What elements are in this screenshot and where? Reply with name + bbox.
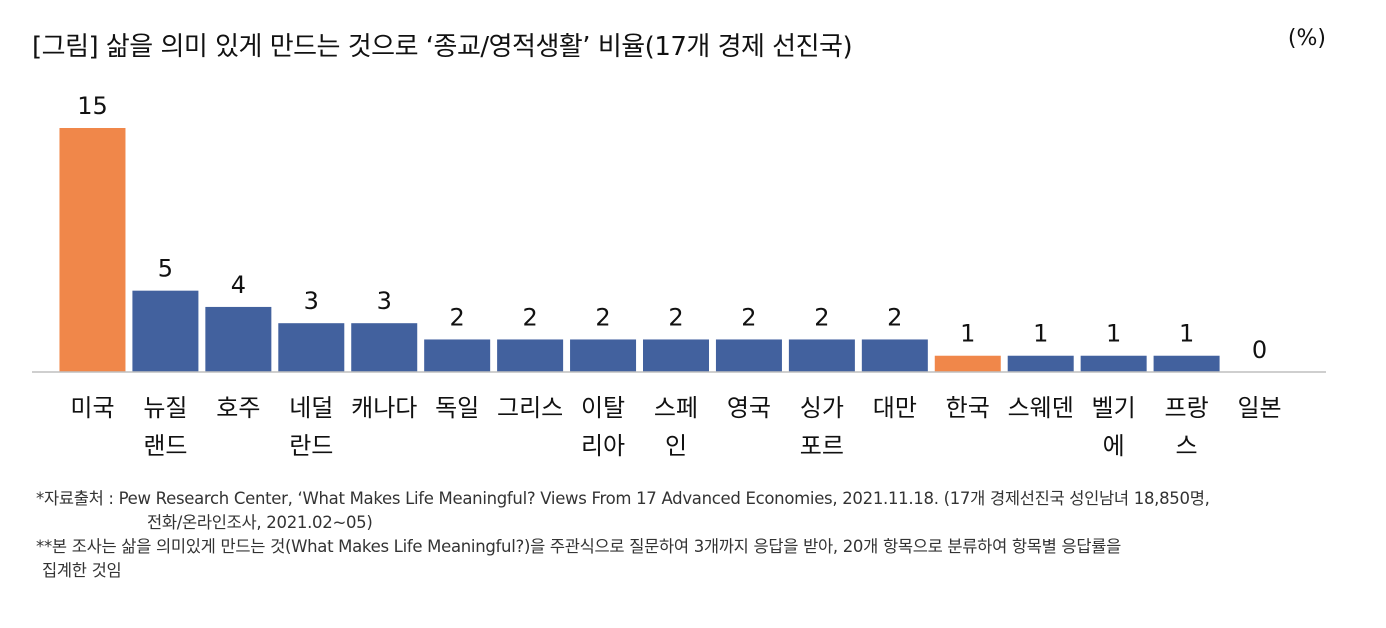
bar — [424, 339, 491, 372]
data-label: 2 — [887, 303, 902, 331]
footnotes: *자료출처 : Pew Research Center, ‘What Makes… — [36, 487, 1366, 583]
category-label: 스웨덴 — [1008, 394, 1074, 422]
category-label: 인 — [665, 432, 687, 460]
bar — [1153, 355, 1220, 372]
bar — [497, 339, 564, 372]
data-label: 2 — [741, 303, 756, 331]
survey-note: **본 조사는 삶을 의미있게 만드는 것(What Makes Life Me… — [36, 535, 1366, 583]
data-label: 1 — [1179, 320, 1194, 348]
data-label: 3 — [304, 287, 319, 315]
bar — [643, 339, 709, 372]
data-label: 1 — [1106, 320, 1121, 348]
bar — [715, 339, 782, 372]
category-label: 한국 — [946, 394, 990, 422]
data-label: 2 — [595, 303, 610, 331]
category-label: 리아 — [581, 432, 625, 460]
category-label: 스페 — [654, 394, 698, 422]
bar — [934, 355, 1001, 372]
bar — [1007, 355, 1074, 372]
data-label: 4 — [231, 271, 246, 299]
category-label: 캐나다 — [351, 394, 417, 422]
category-label: 프랑 — [1165, 394, 1209, 422]
category-label: 호주 — [216, 394, 260, 422]
bar — [351, 323, 418, 372]
data-label: 2 — [814, 303, 829, 331]
bar — [132, 290, 199, 372]
data-label: 2 — [522, 303, 537, 331]
category-label: 독일 — [435, 394, 479, 422]
category-label: 싱가 — [800, 394, 844, 422]
data-label: 2 — [668, 303, 683, 331]
category-label: 포르 — [800, 432, 844, 460]
category-label: 미국 — [70, 394, 114, 422]
category-label: 대만 — [873, 394, 917, 422]
category-label: 스 — [1176, 432, 1198, 460]
bar — [278, 323, 345, 372]
bar — [205, 306, 272, 372]
category-label: 네덜 — [289, 394, 333, 422]
survey-note-line1: **본 조사는 삶을 의미있게 만드는 것(What Makes Life Me… — [36, 537, 1121, 556]
bar — [861, 339, 928, 372]
source-note-line1: *자료출처 : Pew Research Center, ‘What Makes… — [36, 489, 1210, 508]
data-label: 2 — [450, 303, 465, 331]
category-label: 그리스 — [497, 394, 563, 422]
category-label: 영국 — [727, 394, 771, 422]
data-label: 3 — [377, 287, 392, 315]
category-label: 랜드 — [143, 432, 187, 460]
data-label: 1 — [960, 320, 975, 348]
data-label: 0 — [1252, 336, 1267, 364]
category-label: 에 — [1103, 432, 1125, 460]
category-label: 일본 — [1237, 394, 1281, 422]
category-label: 벨기 — [1092, 394, 1136, 422]
source-note-line2: 전화/온라인조사, 2021.02~05) — [147, 513, 373, 532]
category-label: 이탈 — [581, 394, 625, 422]
bar — [570, 339, 637, 372]
unit-label: (%) — [1287, 26, 1326, 51]
bar — [59, 128, 126, 372]
data-label: 1 — [1033, 320, 1048, 348]
survey-note-line2: 집계한 것임 — [42, 561, 122, 580]
chart-title: [그림] 삶을 의미 있게 만드는 것으로 ‘종교/영적생활’ 비율(17개 경… — [32, 32, 853, 62]
data-label: 15 — [77, 92, 108, 120]
category-label: 뉴질 — [143, 394, 187, 422]
bar — [788, 339, 855, 372]
data-label: 5 — [158, 255, 173, 283]
bar — [1080, 355, 1147, 372]
source-note: *자료출처 : Pew Research Center, ‘What Makes… — [36, 487, 1366, 535]
category-label: 란드 — [289, 432, 333, 460]
